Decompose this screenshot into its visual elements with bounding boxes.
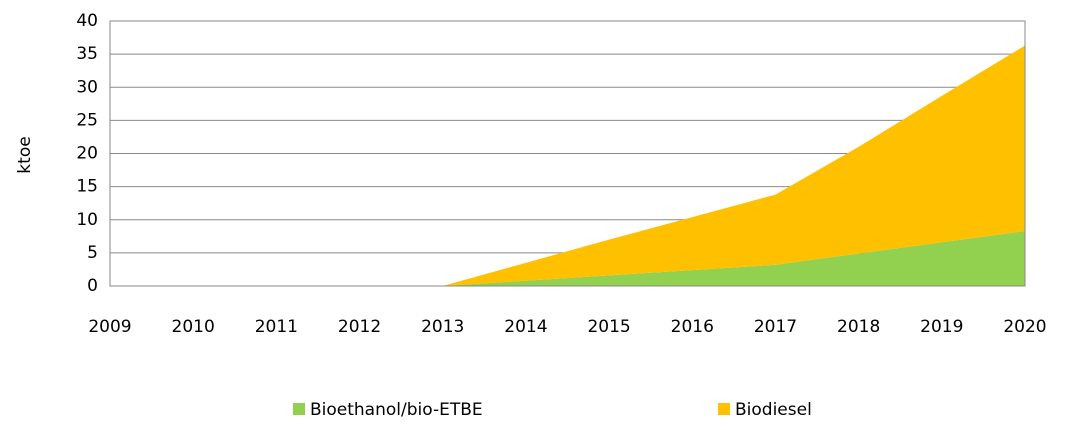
legend-swatch [293, 403, 305, 415]
legend-label: Biodiesel [735, 400, 812, 420]
x-tick-label: 2020 [1003, 317, 1046, 337]
y-tick-label: 10 [76, 210, 98, 230]
legend-swatch [718, 403, 730, 415]
y-tick-label: 25 [76, 110, 98, 130]
plot-border [109, 20, 1026, 287]
x-tick-label: 2019 [920, 317, 963, 337]
y-tick-label: 0 [87, 276, 98, 296]
y-axis-label: ktoe [15, 136, 35, 173]
y-tick-label: 40 [76, 11, 98, 31]
x-tick-label: 2016 [671, 317, 714, 337]
y-tick-label: 15 [76, 177, 98, 197]
x-tick-label: 2015 [587, 317, 630, 337]
y-tick-label: 5 [87, 243, 98, 263]
area [110, 45, 1025, 287]
area [110, 231, 1025, 286]
x-tick-label: 2018 [837, 317, 880, 337]
y-tick-label: 35 [76, 44, 98, 64]
y-tick-label: 30 [76, 77, 98, 97]
x-tick-label: 2013 [421, 317, 464, 337]
x-tick-label: 2009 [88, 317, 131, 337]
x-tick-label: 2017 [754, 317, 797, 337]
legend-label: Bioethanol/bio-ETBE [310, 400, 483, 420]
x-tick-label: 2014 [504, 317, 547, 337]
x-tick-label: 2011 [255, 317, 298, 337]
y-tick-label: 20 [76, 144, 98, 164]
x-tick-label: 2012 [338, 317, 381, 337]
x-tick-label: 2010 [172, 317, 215, 337]
